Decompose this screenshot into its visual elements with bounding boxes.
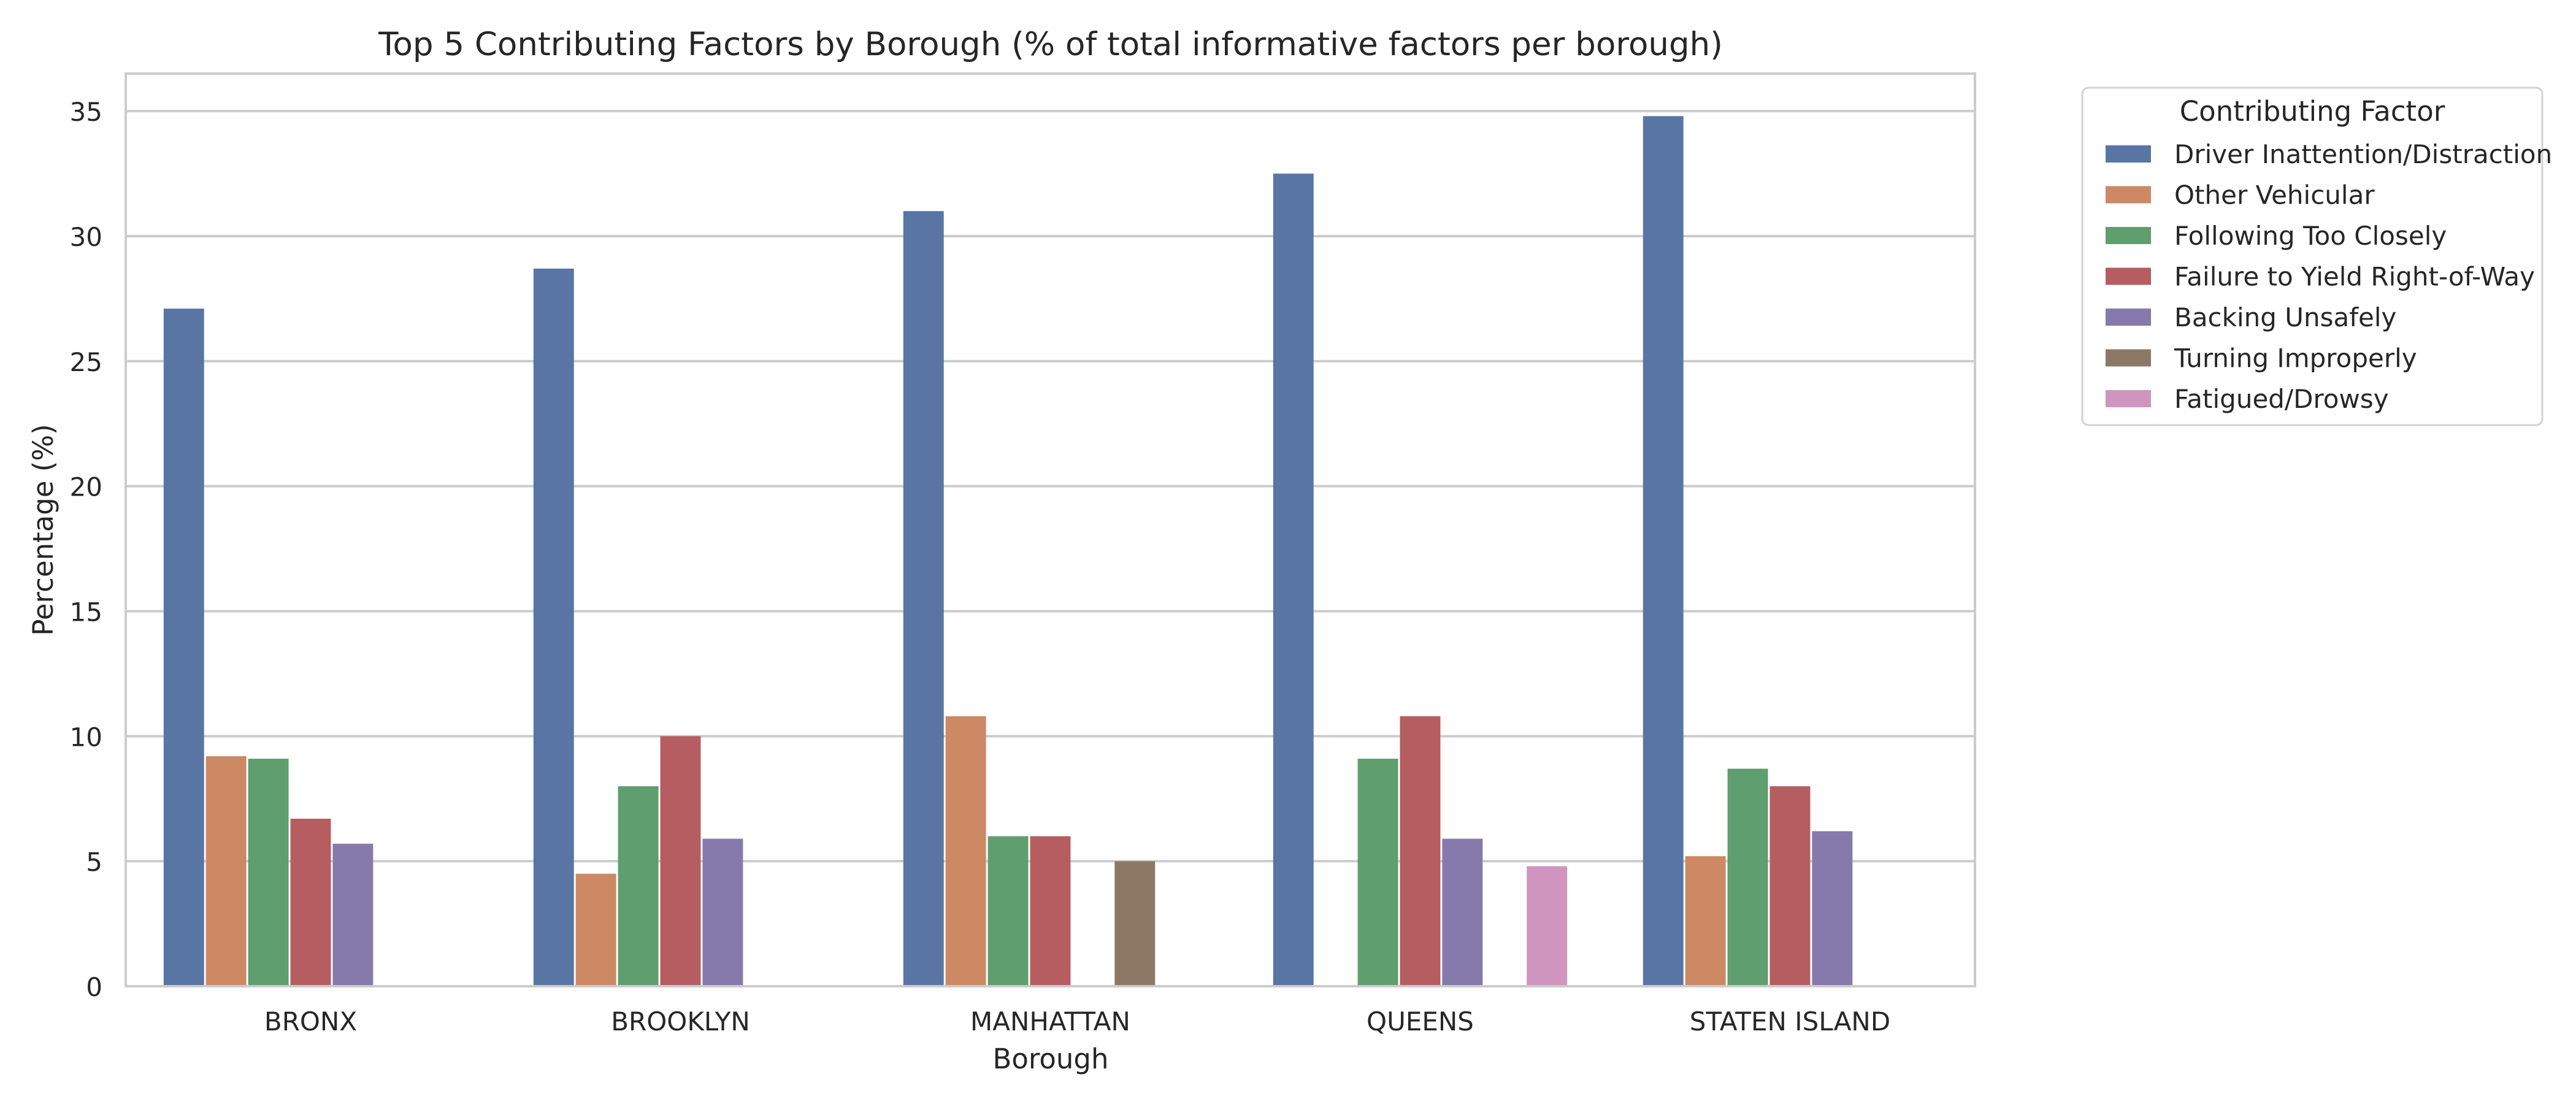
gridlines xyxy=(126,110,1975,987)
legend-label-driver-inattention-distraction: Driver Inattention/Distraction xyxy=(2174,139,2552,169)
bar-manhattan-driver-inattention-distraction xyxy=(903,211,944,986)
legend-label-turning-improperly: Turning Improperly xyxy=(2174,343,2417,374)
legend-label-fatigued-drowsy: Fatigued/Drowsy xyxy=(2174,384,2389,414)
chart-title: Top 5 Contributing Factors by Borough (%… xyxy=(378,26,1723,63)
bar-manhattan-following-too-closely xyxy=(987,836,1029,986)
legend-swatch-turning-improperly xyxy=(2106,349,2151,367)
bar-staten-island-following-too-closely xyxy=(1727,769,1768,986)
bar-queens-backing-unsafely xyxy=(1442,838,1483,986)
legend-frame xyxy=(2081,86,2543,426)
bar-brooklyn-backing-unsafely xyxy=(702,838,743,986)
bar-bronx-backing-unsafely xyxy=(332,843,374,986)
y-tick-label: 25 xyxy=(70,347,102,377)
legend-label-following-too-closely: Following Too Closely xyxy=(2174,221,2447,251)
legend-label-failure-to-yield-right-of-way: Failure to Yield Right-of-Way xyxy=(2174,262,2535,292)
legend-swatch-fatigued-drowsy xyxy=(2106,390,2151,407)
bar-bronx-failure-to-yield-right-of-way xyxy=(290,818,331,986)
bar-brooklyn-driver-inattention-distraction xyxy=(533,268,574,987)
bar-queens-driver-inattention-distraction xyxy=(1273,174,1314,986)
bar-queens-failure-to-yield-right-of-way xyxy=(1400,716,1441,986)
bar-queens-following-too-closely xyxy=(1357,759,1398,986)
bar-manhattan-other-vehicular xyxy=(945,716,986,986)
bar-staten-island-driver-inattention-distraction xyxy=(1643,116,1684,987)
x-tick-label: BRONX xyxy=(264,1006,357,1037)
legend-title: Contributing Factor xyxy=(2180,95,2445,128)
bar-brooklyn-following-too-closely xyxy=(618,786,659,986)
y-tick-label: 30 xyxy=(70,222,102,252)
x-axis-label: Borough xyxy=(992,1043,1108,1075)
bar-bronx-following-too-closely xyxy=(248,759,289,986)
y-tick-label: 35 xyxy=(70,97,102,127)
x-tick-labels: BRONX BROOKLYN MANHATTAN QUEENS STATEN ISLAN… xyxy=(264,1006,1890,1037)
bars xyxy=(163,116,1853,987)
legend-swatch-other-vehicular xyxy=(2106,186,2151,204)
legend-swatch-failure-to-yield-right-of-way xyxy=(2106,267,2151,285)
legend-label-backing-unsafely: Backing Unsafely xyxy=(2174,302,2396,332)
bar-bronx-other-vehicular xyxy=(205,756,247,986)
bar-staten-island-failure-to-yield-right-of-way xyxy=(1769,786,1811,986)
y-tick-label: 10 xyxy=(70,722,102,752)
bar-staten-island-other-vehicular xyxy=(1685,856,1726,986)
y-tick-label: 20 xyxy=(70,472,102,502)
bar-staten-island-backing-unsafely xyxy=(1812,831,1853,986)
legend-swatch-driver-inattention-distraction xyxy=(2106,145,2151,163)
plot-frame xyxy=(125,72,1976,987)
bar-manhattan-failure-to-yield-right-of-way xyxy=(1030,836,1071,986)
bar-brooklyn-other-vehicular xyxy=(575,873,616,986)
legend: Contributing Factor Driver Inattention/D… xyxy=(2081,86,2552,426)
legend-swatch-following-too-closely xyxy=(2106,227,2151,244)
x-tick-label: STATEN ISLAND xyxy=(1690,1006,1890,1037)
y-axis-label: Percentage (%) xyxy=(27,424,59,635)
x-tick-label: QUEENS xyxy=(1367,1006,1474,1037)
bar-queens-fatigued-drowsy xyxy=(1527,866,1568,986)
x-tick-label: BROOKLYN xyxy=(611,1006,750,1037)
x-tick-label: MANHATTAN xyxy=(970,1006,1130,1037)
y-tick-label: 15 xyxy=(70,597,102,627)
legend-swatch-backing-unsafely xyxy=(2106,309,2151,326)
y-tick-label: 5 xyxy=(86,847,102,877)
y-tick-labels: 0 5 10 15 20 25 30 35 xyxy=(70,97,102,1002)
bar-brooklyn-failure-to-yield-right-of-way xyxy=(660,736,701,986)
bar-manhattan-turning-improperly xyxy=(1114,861,1156,986)
legend-label-other-vehicular: Other Vehicular xyxy=(2174,180,2375,210)
bar-bronx-driver-inattention-distraction xyxy=(163,309,204,987)
y-tick-label: 0 xyxy=(86,972,102,1002)
